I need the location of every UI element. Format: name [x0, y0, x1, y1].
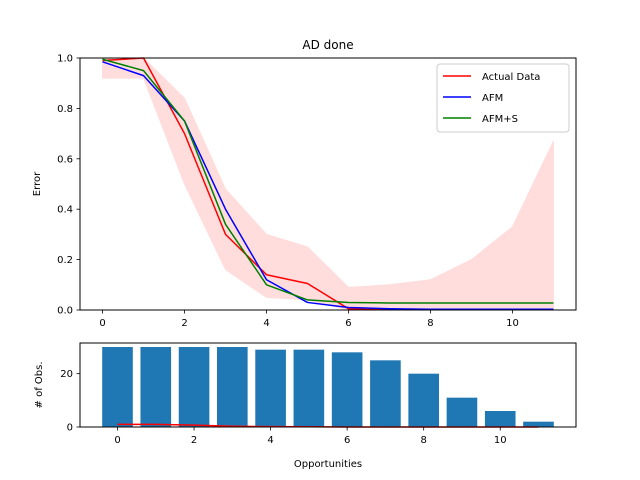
- observation-bar: [370, 360, 401, 427]
- observations-chart-y-ticks: 0 20: [60, 369, 80, 434]
- x-tick-label: 6: [344, 435, 350, 446]
- observations-chart: 0 2 4 6 8 10 0 20 Opportunities # of Obs.: [34, 342, 577, 470]
- series-line-afm-ss: [102, 58, 554, 304]
- observation-bar: [102, 347, 133, 427]
- error-chart-frame: [79, 57, 577, 311]
- legend-box: [436, 63, 570, 133]
- error-chart-y-ticks: 0.0 0.2 0.4 0.6 0.8 1.0: [57, 54, 80, 317]
- y-tick-label: 0.4: [57, 205, 73, 216]
- y-tick-label: 1.0: [57, 54, 73, 65]
- legend-label-actual-data: Actual Data: [482, 72, 540, 83]
- y-tick-label: 0.8: [57, 104, 73, 115]
- x-tick-label: 8: [420, 435, 426, 446]
- x-tick-label: 2: [191, 435, 197, 446]
- observation-bar: [255, 349, 286, 427]
- observation-bar: [140, 347, 172, 427]
- legend-label-afm-s: AFM+S: [482, 114, 518, 125]
- error-chart-x-ticks: 0 2 4 6 8 10: [99, 310, 519, 329]
- observation-bar: [484, 411, 516, 427]
- legend-label-afm: AFM: [482, 93, 503, 104]
- error-chart: AD done 0 2 4 6 8 10 0.0 0.2 0.4 0.6 0.8 1.0 Error…: [32, 38, 577, 329]
- y-tick-label: 0.0: [57, 306, 73, 317]
- observation-bar: [293, 349, 325, 427]
- x-tick-label: 0: [99, 318, 105, 329]
- observations-chart-x-label: Opportunities: [294, 459, 362, 470]
- series-lines-layer: [102, 57, 554, 311]
- x-tick-label: 10: [506, 318, 519, 329]
- observation-bars-layer: [102, 347, 554, 427]
- observations-chart-frame: [79, 342, 577, 428]
- observation-bar: [446, 397, 478, 427]
- x-tick-label: 10: [494, 435, 507, 446]
- observations-chart-y-label: # of Obs.: [34, 362, 45, 409]
- error-chart-title: AD done: [302, 38, 353, 52]
- x-tick-label: 2: [181, 318, 187, 329]
- observation-bar: [217, 347, 248, 427]
- y-tick-label: 0.6: [57, 154, 73, 165]
- y-tick-label: 20: [60, 369, 73, 380]
- observation-bar: [331, 352, 363, 427]
- x-tick-label: 8: [427, 318, 433, 329]
- x-tick-label: 0: [114, 435, 120, 446]
- observation-bar: [408, 373, 439, 427]
- x-tick-label: 6: [345, 318, 351, 329]
- observations-chart-x-ticks: 0 2 4 6 8 10: [114, 427, 507, 446]
- error-chart-y-label: Error: [32, 171, 43, 196]
- y-tick-label: 0.2: [57, 255, 73, 266]
- x-tick-label: 4: [267, 435, 273, 446]
- observation-bar: [523, 421, 554, 427]
- x-tick-label: 4: [263, 318, 269, 329]
- observation-bar: [178, 347, 210, 427]
- legend: Actual Data AFM AFM+S: [436, 63, 570, 133]
- y-tick-label: 0: [67, 423, 73, 434]
